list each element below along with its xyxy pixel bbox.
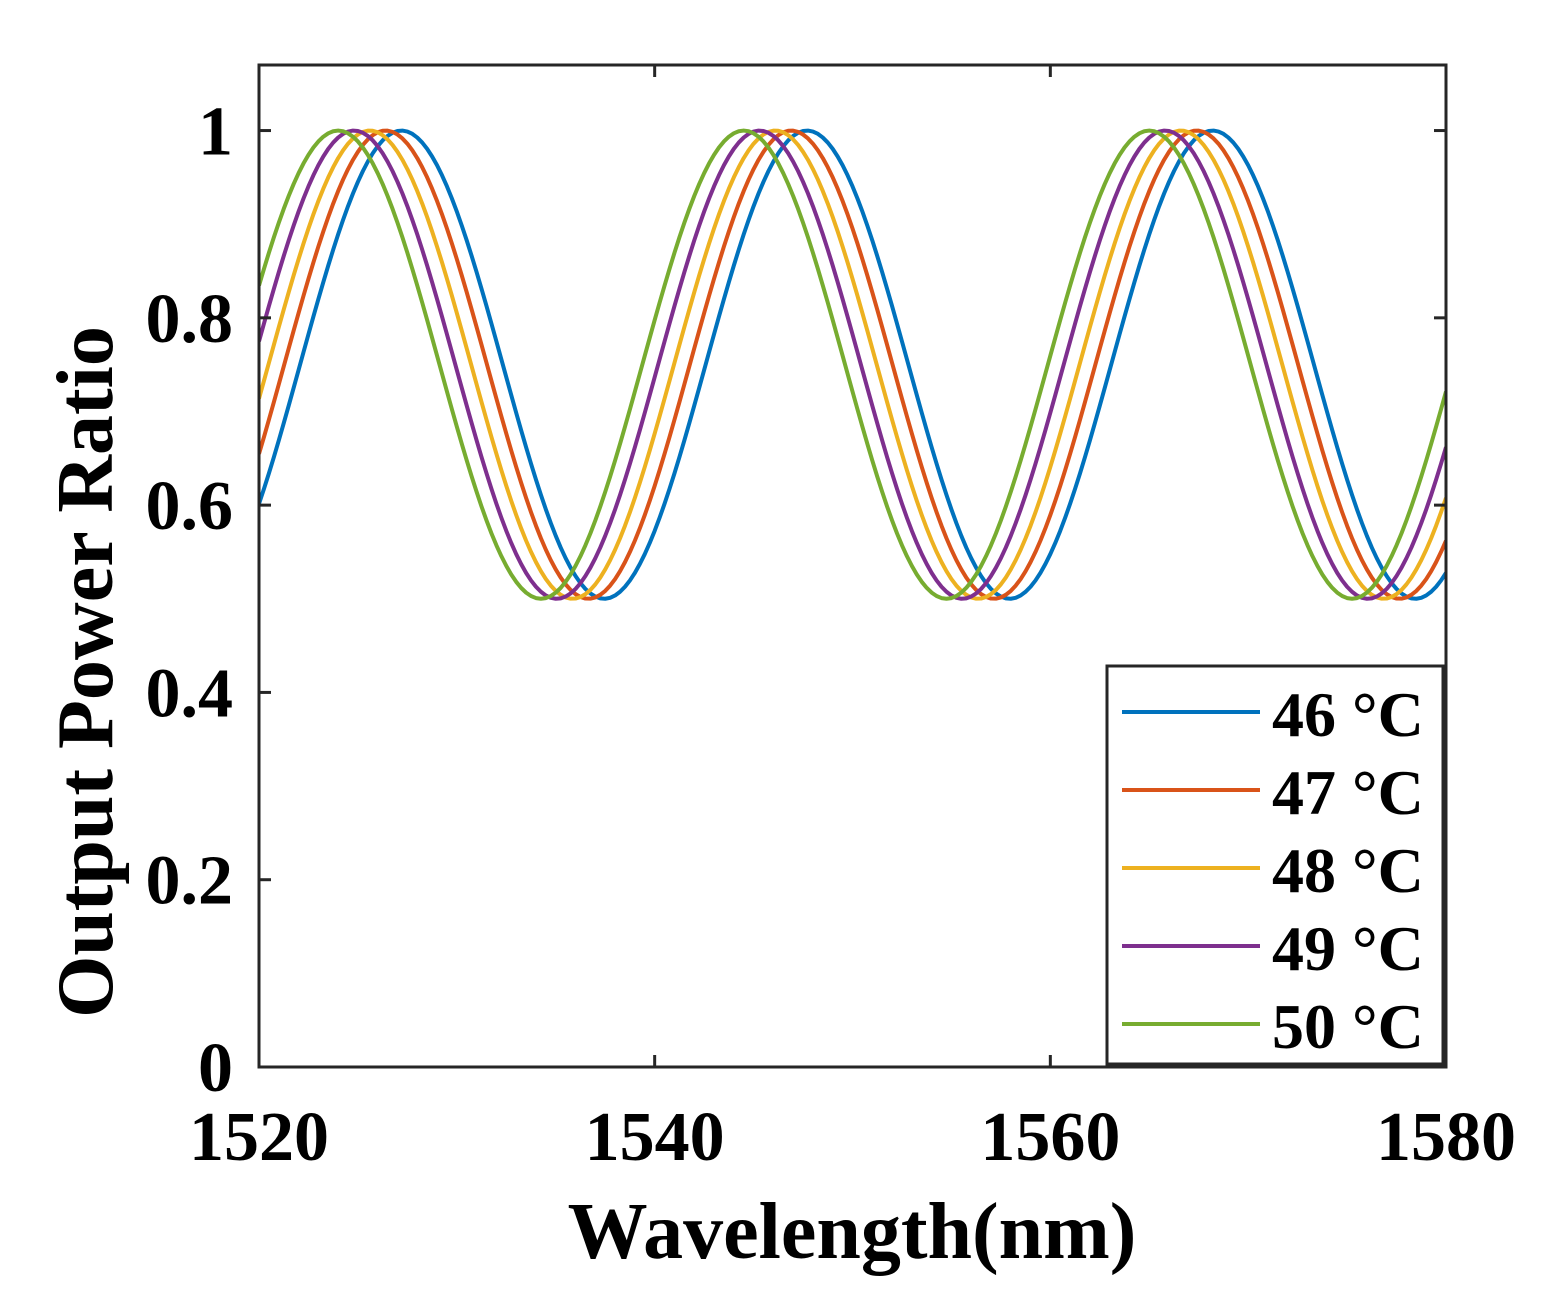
y-tick-label: 1 [198,94,233,171]
series-line-3 [259,128,1446,601]
series-line-4 [259,128,1446,601]
y-tick-labels: 0 0.2 0.4 0.6 0.8 1 [146,94,234,1107]
legend-box [1105,664,1445,1066]
x-tick-label: 1520 [189,1099,329,1176]
legend-label-5: 50 °C [1272,991,1424,1062]
legend-label-2: 47 °C [1272,757,1424,828]
x-tick-labels: 1520 1540 1560 1580 [189,1099,1516,1176]
series-line-1 [259,128,1446,601]
y-tick-label: 0 [198,1030,233,1107]
x-tick-label: 1540 [585,1099,725,1176]
legend: 46 °C47 °C48 °C49 °C50 °C [1105,664,1445,1066]
legend-label-1: 46 °C [1272,679,1424,750]
legend-label-4: 49 °C [1272,913,1424,984]
y-tick-label: 0.8 [146,281,234,358]
x-tick-label: 1560 [980,1099,1120,1176]
series-line-5 [259,128,1446,601]
y-tick-label: 0.2 [146,843,234,920]
x-axis-label: Wavelength(nm) [568,1188,1137,1276]
series-line-2 [259,128,1446,601]
series-layer [259,128,1446,601]
x-tick-label: 1580 [1376,1099,1516,1176]
plot-frame [257,63,1448,1069]
y-axis-label: Output Power Ratio [42,326,130,1018]
y-tick-label: 0.6 [146,468,234,545]
y-tick-label: 0.4 [146,655,234,732]
legend-label-3: 48 °C [1272,835,1424,906]
